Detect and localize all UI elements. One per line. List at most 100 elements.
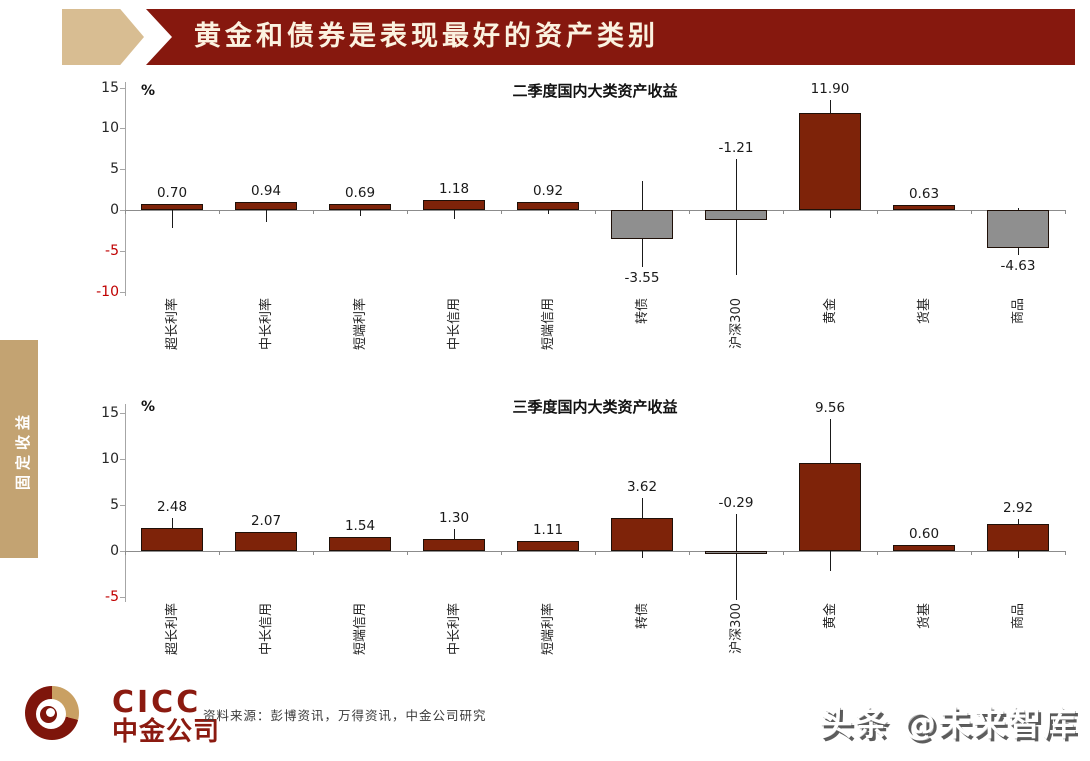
bar-货基 <box>893 545 955 551</box>
bar-中长信用 <box>423 200 485 210</box>
bar-商品 <box>987 524 1049 551</box>
bar-value-label: 0.63 <box>908 185 940 202</box>
x-category-label: 短端利率 <box>541 603 556 656</box>
bar-短端利率 <box>517 540 579 551</box>
range-whisker <box>171 204 173 228</box>
chart-q2-returns: 二季度国内大类资产收益 % 15 10 5 0 -5 -10 0.70 超长利率 0.94 中长利… <box>96 80 1080 392</box>
x-category-label: 中长利率 <box>259 298 274 351</box>
chart-q3-returns: 三季度国内大类资产收益 % 15 10 5 0 -5 2.48 超长利率 2.07 中长信用 1.… <box>101 390 1080 695</box>
y-axis-tick-label: 5 <box>110 161 119 178</box>
bar-value-label: 0.60 <box>908 526 940 543</box>
y-axis-tick <box>120 459 125 460</box>
cicc-logo-text: CICC 中金公司 <box>112 687 220 746</box>
bar-value-label: 1.54 <box>344 517 376 534</box>
y-axis-tick <box>120 128 125 130</box>
y-axis-tick <box>120 597 125 598</box>
bar-value-label: 3.62 <box>626 478 658 495</box>
x-category-label: 货基 <box>917 298 932 325</box>
sidebar-section-tab: 固定收益 <box>0 340 38 558</box>
y-axis-tick-label: 15 <box>101 79 119 96</box>
bar-value-label: 0.92 <box>532 183 564 200</box>
x-category-label: 短端利率 <box>353 298 368 351</box>
x-category-label: 沪深300 <box>729 603 744 654</box>
y-axis-tick <box>120 551 125 552</box>
x-axis-tick <box>219 210 220 214</box>
cicc-logo-icon <box>25 686 79 740</box>
bar-value-label: 0.70 <box>156 185 188 202</box>
bar-沪深300 <box>705 210 767 220</box>
cicc-logo-hole <box>36 699 66 729</box>
header-arrow-icon <box>62 9 144 65</box>
bar-value-label: -4.63 <box>1000 257 1036 274</box>
bar-中长利率 <box>235 202 297 210</box>
y-axis-unit-label: % <box>141 83 156 99</box>
data-source-note: 资料来源：彭博资讯，万得资讯，中金公司研究 <box>203 708 487 723</box>
bar-value-label: 1.30 <box>438 509 470 526</box>
cicc-logo-swirl <box>40 706 57 723</box>
y-axis-tick <box>120 210 125 211</box>
range-whisker <box>735 514 737 600</box>
bar-value-label: -3.55 <box>624 270 660 287</box>
bar-转债 <box>611 210 673 239</box>
y-axis-tick <box>120 291 125 293</box>
x-axis-tick <box>313 551 314 555</box>
bar-value-label: 2.07 <box>250 512 282 529</box>
x-axis-tick <box>125 210 126 214</box>
bar-value-label: 11.90 <box>810 80 850 97</box>
x-category-label: 中长信用 <box>447 298 462 351</box>
x-axis-tick <box>407 551 408 555</box>
x-axis-tick <box>971 210 972 214</box>
x-category-label: 货基 <box>917 603 932 630</box>
bar-value-label: 0.69 <box>344 185 376 202</box>
cicc-logo-latin: CICC <box>112 685 202 720</box>
bar-value-label: 1.18 <box>438 181 470 198</box>
x-category-label: 商品 <box>1011 603 1026 630</box>
bar-沪深300 <box>705 551 767 554</box>
x-axis-tick <box>219 551 220 555</box>
bar-中长利率 <box>423 539 485 551</box>
sidebar-section-label: 固定收益 <box>14 409 32 490</box>
x-axis-tick <box>1065 210 1066 214</box>
range-whisker <box>171 517 173 538</box>
y-axis-tick <box>120 87 125 89</box>
y-axis-tick-label: 10 <box>101 451 119 467</box>
x-category-label: 黄金 <box>823 603 838 630</box>
bar-转债 <box>611 517 673 551</box>
y-axis-tick-label: 15 <box>101 405 119 421</box>
bar-中长信用 <box>235 531 297 551</box>
x-axis-tick <box>877 551 878 555</box>
cicc-logo-chinese: 中金公司 <box>112 716 221 747</box>
x-axis-tick <box>971 551 972 555</box>
x-category-label: 沪深300 <box>729 298 744 349</box>
x-category-label: 中长信用 <box>259 603 274 656</box>
bar-value-label: 9.56 <box>814 400 846 417</box>
y-axis-tick-label: 10 <box>101 120 119 137</box>
bar-短端利率 <box>329 204 391 210</box>
x-category-label: 短端信用 <box>353 603 368 656</box>
bar-黄金 <box>799 463 861 551</box>
range-whisker <box>265 202 267 223</box>
x-category-label: 转债 <box>635 603 650 630</box>
bar-value-label: 0.94 <box>250 183 282 200</box>
y-axis-line <box>125 404 126 602</box>
y-axis-tick-label: -10 <box>96 283 119 300</box>
x-category-label: 短端信用 <box>541 298 556 351</box>
x-axis-tick <box>783 210 784 214</box>
bar-超长利率 <box>141 204 203 210</box>
x-axis-tick <box>407 210 408 214</box>
x-axis-tick <box>689 551 690 555</box>
bar-黄金 <box>799 112 861 210</box>
x-axis-tick <box>313 210 314 214</box>
bar-短端信用 <box>517 202 579 210</box>
chart-title: 三季度国内大类资产收益 <box>512 398 678 416</box>
y-axis-line <box>125 82 126 296</box>
y-axis-unit-label: % <box>141 399 156 415</box>
y-axis-tick-label: 5 <box>110 497 119 513</box>
x-axis-tick <box>125 551 126 555</box>
bar-短端信用 <box>329 536 391 551</box>
x-category-label: 中长利率 <box>447 603 462 656</box>
bar-value-label: -1.21 <box>718 140 754 157</box>
x-axis-tick <box>689 210 690 214</box>
y-axis-tick <box>120 413 125 414</box>
